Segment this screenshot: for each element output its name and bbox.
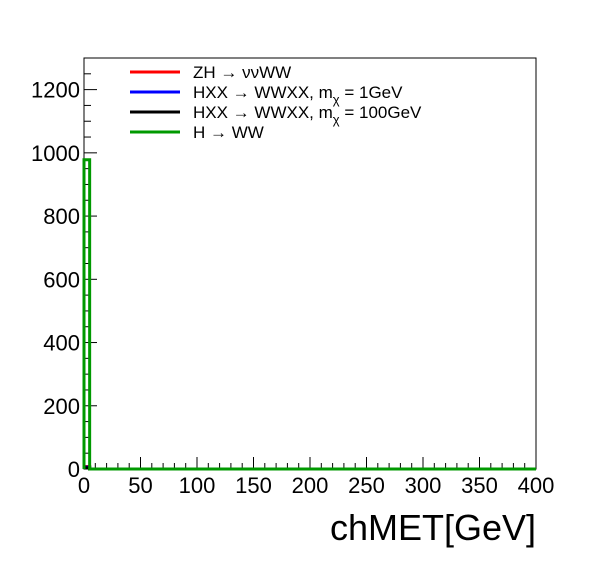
x-axis-ticks: 0 50 100 150 200 250 300 350 400 [78, 457, 554, 498]
x-tick-label: 250 [348, 473, 385, 498]
y-tick-label: 400 [43, 331, 80, 356]
legend-label: ZH → ννWW [193, 63, 291, 82]
x-tick-label: 50 [128, 473, 152, 498]
x-tick-label: 400 [518, 473, 555, 498]
y-tick-label: 1200 [31, 78, 80, 103]
x-tick-label: 200 [292, 473, 329, 498]
x-tick-label: 350 [461, 473, 498, 498]
y-tick-label: 200 [43, 394, 80, 419]
x-axis-title: chMET[GeV] [330, 507, 536, 548]
x-tick-label: 0 [78, 473, 90, 498]
y-axis-ticks: 0 200 400 600 800 1000 1200 [31, 57, 97, 482]
legend-label: HXX → WWXX, mχ = 100GeV [193, 103, 422, 127]
y-tick-label: 1000 [31, 141, 80, 166]
y-tick-label: 0 [68, 457, 80, 482]
histogram-series [82, 158, 536, 471]
series-line-4 [82, 158, 536, 471]
x-tick-label: 100 [179, 473, 216, 498]
y-tick-label: 600 [43, 267, 80, 292]
y-tick-label: 800 [43, 204, 80, 229]
x-tick-label: 150 [235, 473, 272, 498]
legend-label: H → WW [193, 123, 264, 142]
legend-label: HXX → WWXX, mχ = 1GeV [193, 83, 403, 107]
x-tick-label: 300 [405, 473, 442, 498]
